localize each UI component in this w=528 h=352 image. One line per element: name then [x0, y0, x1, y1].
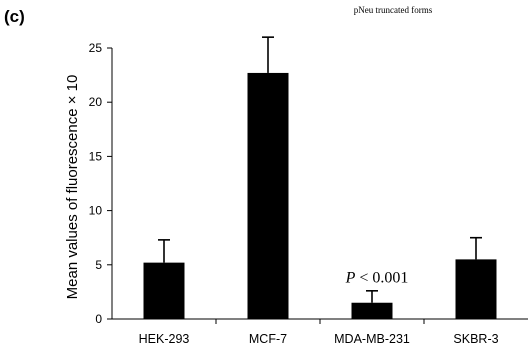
y-tick-label: 20 [89, 95, 103, 109]
bar-mda-mb-231 [351, 302, 393, 319]
category-label: SKBR-3 [453, 332, 498, 346]
bar-skbr-3 [455, 259, 497, 319]
bar-mcf-7 [247, 72, 289, 319]
y-tick-label: 5 [95, 258, 102, 272]
bar-hek-293 [143, 262, 185, 319]
panel-label: (c) [4, 7, 25, 26]
y-axis-title: Mean values of fluorescence × 10 [64, 75, 81, 300]
y-tick-label: 10 [89, 204, 103, 218]
annotations: P < 0.001 [345, 270, 409, 287]
y-tick-label: 0 [95, 312, 102, 326]
category-label: HEK-293 [139, 332, 190, 346]
x-category-labels: HEK-293 MCF-7 MDA-MB-231 SKBR-3 [139, 332, 499, 346]
category-label: MDA-MB-231 [334, 332, 410, 346]
y-tick-label: 25 [89, 41, 103, 55]
significance-annotation: P < 0.001 [345, 270, 409, 287]
category-label: MCF-7 [249, 332, 287, 346]
bars [143, 72, 497, 319]
chart-title: pNeu truncated forms [354, 5, 433, 15]
y-tick-label: 15 [89, 149, 103, 163]
y-tick-labels: 0 5 10 15 20 25 [89, 41, 103, 326]
error-bars [158, 36, 482, 303]
